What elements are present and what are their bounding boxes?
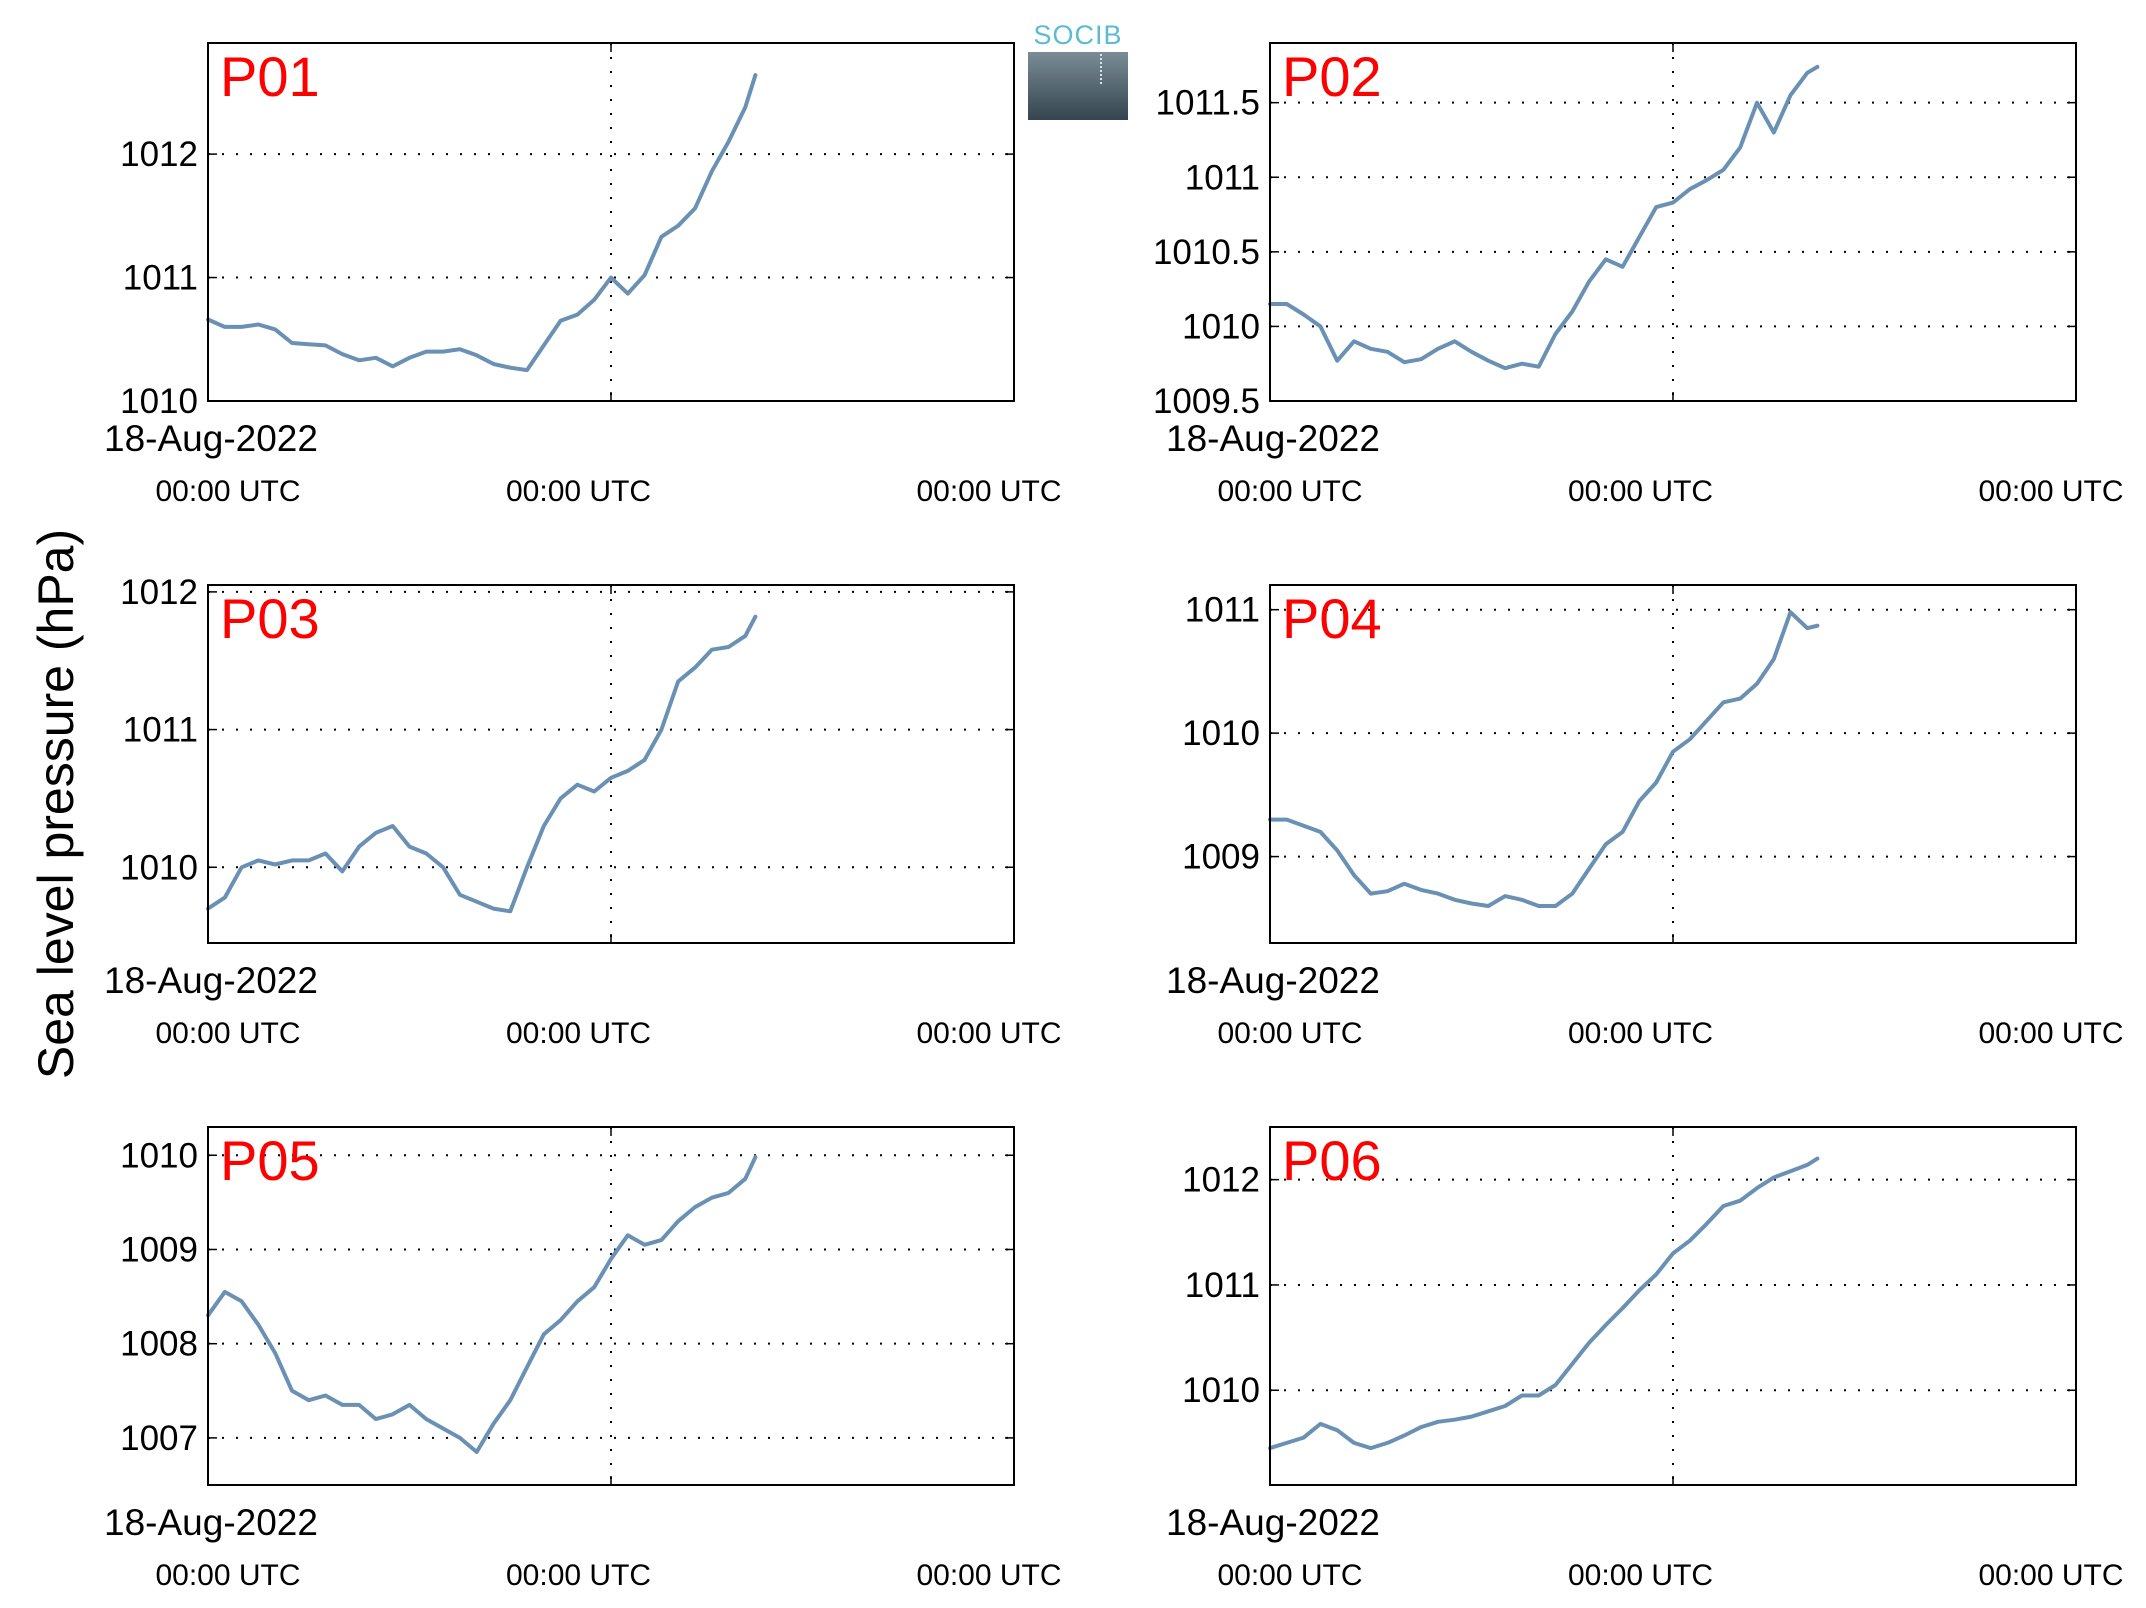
- axes-box: [1269, 42, 2077, 402]
- panel-p05: 1007 1008 1009 1010 00:00 UTC 00:00 UTC 00:00 …: [104, 1126, 1062, 1592]
- x-tick-label: 00:00 UTC: [1568, 1559, 1713, 1592]
- x-tick-label: 00:00 UTC: [506, 1559, 651, 1592]
- axes-box: [207, 42, 1015, 402]
- series-line: [206, 73, 758, 373]
- y-tick-label: 1008: [120, 1325, 198, 1364]
- y-tick-label: 1009.5: [1153, 382, 1260, 421]
- panel-p02: 1009.5 1010 1010.5 1011 1011.5 00:00 UTC 00:00…: [1153, 42, 2124, 508]
- y-tick-label: 1010: [1182, 1371, 1260, 1410]
- axes-box: [207, 1126, 1015, 1486]
- panel-label: P06: [1282, 1129, 1382, 1192]
- panel-label: P04: [1282, 587, 1382, 650]
- y-tick-label: 1011: [123, 259, 198, 298]
- socib-logo: SOCIB: [1028, 20, 1128, 120]
- y-tick-label: 1012: [120, 135, 198, 174]
- x-tick-label: 00:00 UTC: [1978, 1017, 2123, 1050]
- series-line: [206, 1155, 758, 1454]
- x-tick-label: 00:00 UTC: [1568, 1017, 1713, 1050]
- y-tick-label: 1007: [120, 1419, 198, 1458]
- axes-box: [1269, 584, 2077, 944]
- x-tick-label: 00:00 UTC: [1217, 475, 1362, 508]
- x-tick-label: 00:00 UTC: [916, 1017, 1061, 1050]
- x-date-label: 18-Aug-2022: [1166, 418, 1380, 459]
- x-tick-label: 00:00 UTC: [916, 475, 1061, 508]
- x-tick-label: 00:00 UTC: [155, 475, 300, 508]
- x-tick-label: 00:00 UTC: [916, 1559, 1061, 1592]
- x-date-label: 18-Aug-2022: [1166, 1502, 1380, 1543]
- x-tick-label: 00:00 UTC: [1217, 1017, 1362, 1050]
- panel-label: P02: [1282, 45, 1382, 108]
- series-line: [206, 614, 758, 914]
- y-tick-label: 1009: [1182, 838, 1260, 877]
- y-tick-label: 1009: [120, 1230, 198, 1269]
- x-tick-label: 00:00 UTC: [506, 1017, 651, 1050]
- y-tick-label: 1011: [123, 711, 198, 750]
- y-tick-label: 1011.5: [1156, 84, 1260, 123]
- axes-box: [1269, 1126, 2077, 1486]
- x-date-label: 18-Aug-2022: [104, 960, 318, 1001]
- panel-p01: 1010 1011 1012 00:00 UTC 00:00 UTC 00:00 UTC 1…: [104, 42, 1062, 508]
- panel-label: P05: [220, 1129, 320, 1192]
- y-tick-label: 1010: [120, 848, 198, 887]
- y-tick-label: 1011: [1185, 1266, 1260, 1305]
- x-tick-label: 00:00 UTC: [1978, 1559, 2123, 1592]
- x-date-label: 18-Aug-2022: [104, 418, 318, 459]
- axes-box: [207, 584, 1015, 944]
- logo-dotted-line: [1100, 54, 1102, 84]
- y-tick-label: 1011: [1185, 158, 1260, 197]
- y-tick-label: 1012: [1182, 1161, 1260, 1200]
- panel-p03: 1010 1011 1012 00:00 UTC 00:00 UTC 00:00 UTC 1…: [104, 573, 1062, 1050]
- x-tick-label: 00:00 UTC: [1978, 475, 2123, 508]
- panel-label: P01: [220, 45, 320, 108]
- x-tick-label: 00:00 UTC: [155, 1559, 300, 1592]
- x-date-label: 18-Aug-2022: [104, 1502, 318, 1543]
- y-tick-label: 1012: [120, 573, 198, 612]
- series-line: [1268, 64, 1820, 371]
- logo-wave-icon: [1028, 52, 1128, 120]
- y-tick-label: 1010: [120, 382, 198, 421]
- y-tick-label: 1010: [1182, 714, 1260, 753]
- x-tick-label: 00:00 UTC: [1568, 475, 1713, 508]
- logo-text: SOCIB: [1033, 20, 1123, 50]
- y-tick-label: 1010.5: [1153, 233, 1260, 272]
- x-tick-label: 00:00 UTC: [506, 475, 651, 508]
- y-tick-label: 1010: [1182, 307, 1260, 346]
- panel-label: P03: [220, 587, 320, 650]
- x-tick-label: 00:00 UTC: [1217, 1559, 1362, 1592]
- series-line: [1268, 610, 1820, 908]
- series-line: [1268, 1156, 1820, 1451]
- y-tick-label: 1010: [120, 1136, 198, 1175]
- y-tick-label: 1011: [1185, 591, 1260, 630]
- x-date-label: 18-Aug-2022: [1166, 960, 1380, 1001]
- panel-p04: 1009 1010 1011 00:00 UTC 00:00 UTC 00:00 UTC 1…: [1166, 584, 2124, 1050]
- panel-p06: 1010 1011 1012 00:00 UTC 00:00 UTC 00:00 UTC 1…: [1166, 1126, 2124, 1592]
- x-tick-label: 00:00 UTC: [155, 1017, 300, 1050]
